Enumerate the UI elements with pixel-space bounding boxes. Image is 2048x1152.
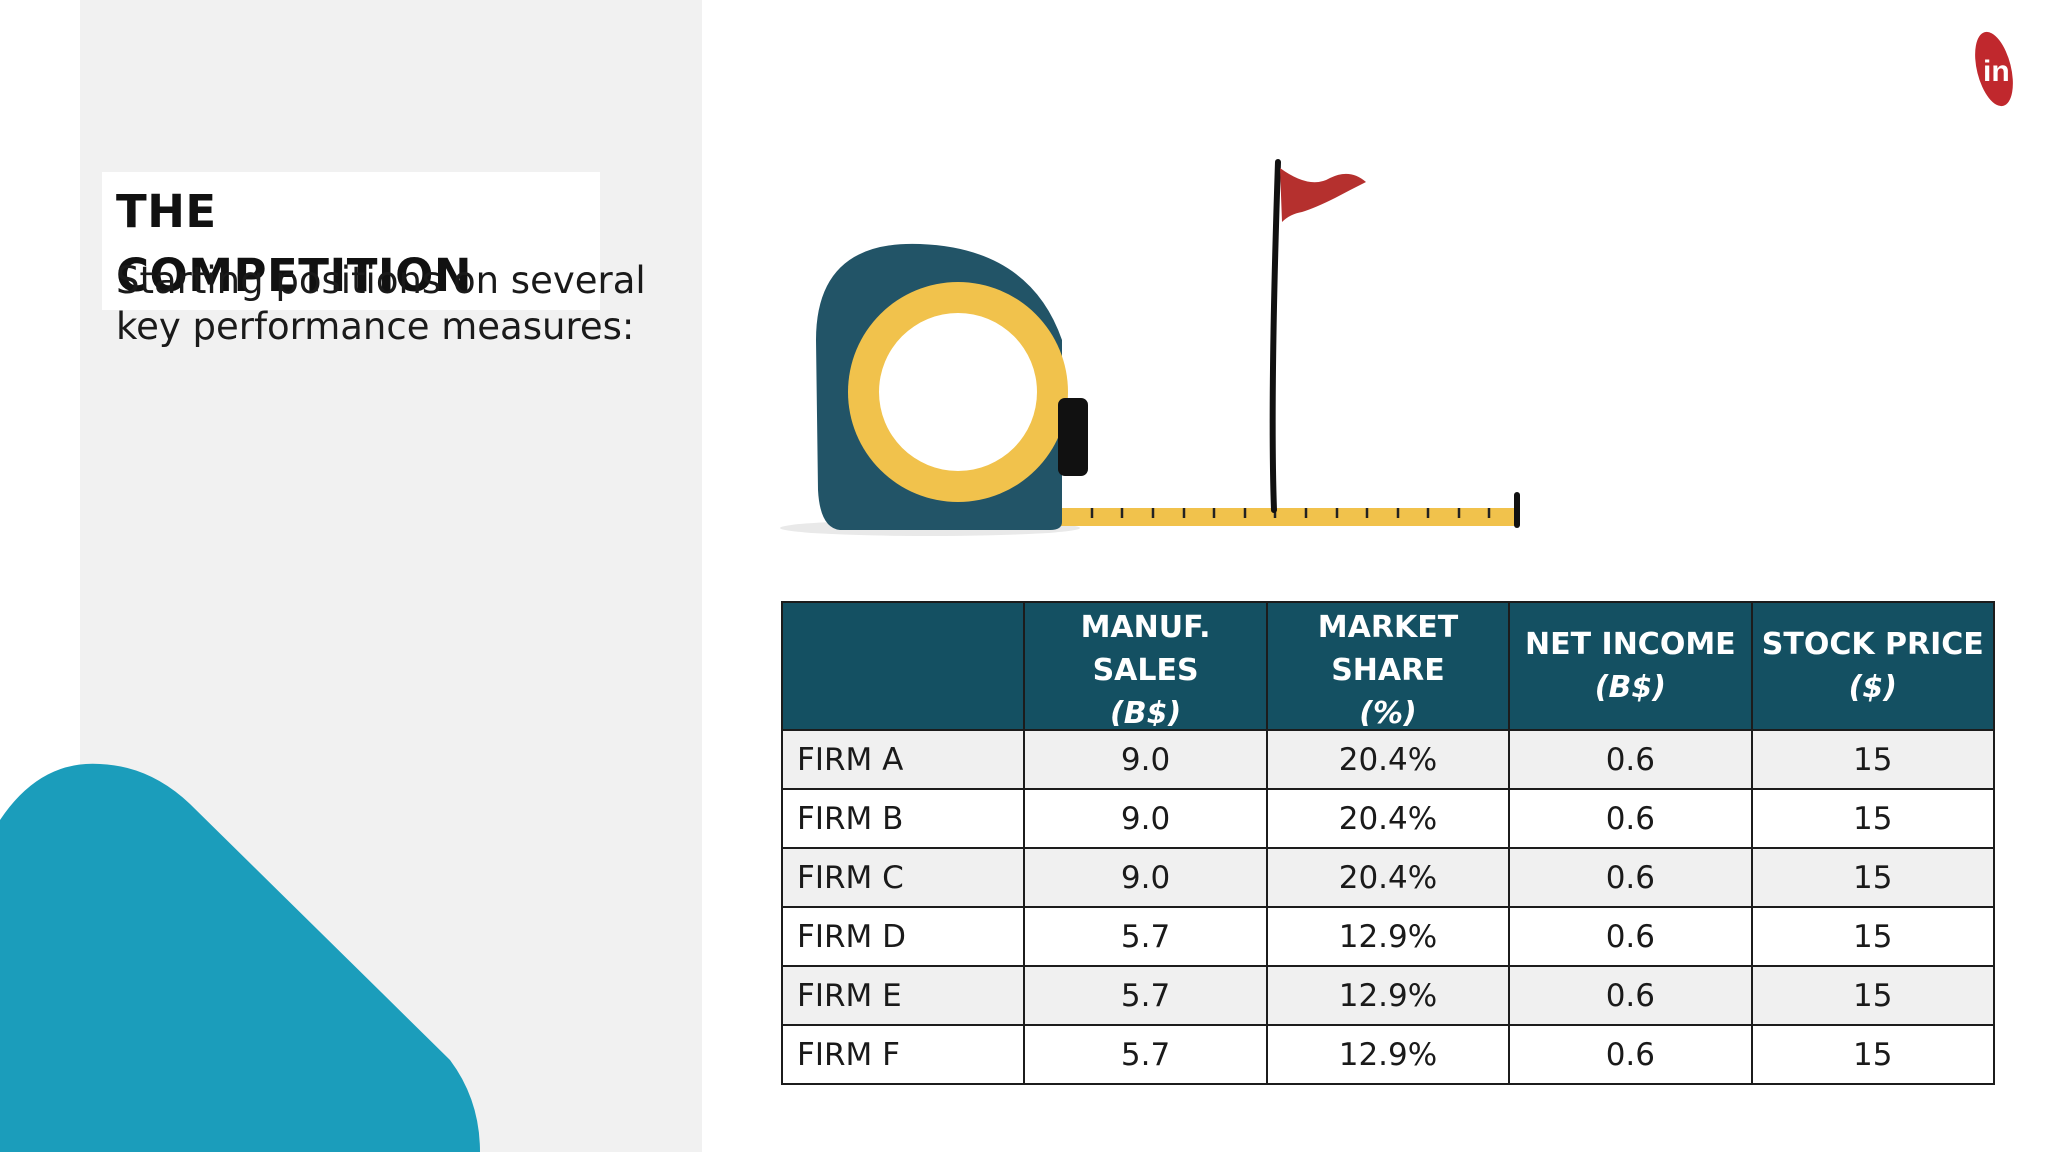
table-row: FIRM E 5.7 12.9% 0.6 15 <box>780 965 1996 1026</box>
firm-name: FIRM A <box>780 729 1026 790</box>
market-share-value: 20.4% <box>1265 847 1511 908</box>
flag-pole <box>1269 159 1281 513</box>
header-manuf-sales: MANUF. SALES (B$) <box>1023 601 1268 731</box>
slide-subtitle: Starting positions on several key perfor… <box>116 259 646 348</box>
stock-price-value: 15 <box>1750 729 1996 790</box>
firm-name: FIRM B <box>780 788 1026 849</box>
tape-measure-illustration <box>770 150 1760 550</box>
decorative-teal-shape <box>0 760 480 1152</box>
market-share-value: 20.4% <box>1265 729 1511 790</box>
stock-price-value: 15 <box>1750 906 1996 967</box>
table-row: FIRM A 9.0 20.4% 0.6 15 <box>780 729 1996 790</box>
flag <box>1280 168 1366 222</box>
tape-ticks <box>1090 508 1491 518</box>
table-row: FIRM F 5.7 12.9% 0.6 15 <box>780 1024 1996 1085</box>
table-header-row: MANUF. SALES (B$) MARKET SHARE (%) NET INC… <box>780 601 1996 731</box>
net-income-value: 0.6 <box>1508 788 1753 849</box>
manuf-sales-value: 9.0 <box>1023 729 1268 790</box>
tape-end-hook <box>1514 492 1520 528</box>
table-row: FIRM D 5.7 12.9% 0.6 15 <box>780 906 1996 967</box>
net-income-value: 0.6 <box>1508 965 1753 1026</box>
slide-title: THE COMPETITION <box>116 185 473 302</box>
brand-logo-text: in <box>1983 55 2010 88</box>
stock-price-value: 15 <box>1750 965 1996 1026</box>
table-row: FIRM B 9.0 20.4% 0.6 15 <box>780 788 1996 849</box>
net-income-value: 0.6 <box>1508 729 1753 790</box>
header-stock-price: STOCK PRICE ($) <box>1750 601 1996 731</box>
brand-logo: in <box>1970 30 2018 108</box>
market-share-value: 12.9% <box>1265 965 1511 1026</box>
manuf-sales-value: 5.7 <box>1023 906 1268 967</box>
header-net-income: NET INCOME (B$) <box>1508 601 1753 731</box>
stock-price-value: 15 <box>1750 847 1996 908</box>
title-box <box>102 172 600 310</box>
market-share-value: 12.9% <box>1265 906 1511 967</box>
net-income-value: 0.6 <box>1508 1024 1753 1085</box>
competition-table: MANUF. SALES (B$) MARKET SHARE (%) NET INC… <box>780 601 1996 1085</box>
header-market-share: MARKET SHARE (%) <box>1265 601 1511 731</box>
firm-name: FIRM D <box>780 906 1026 967</box>
market-share-value: 20.4% <box>1265 788 1511 849</box>
net-income-value: 0.6 <box>1508 906 1753 967</box>
manuf-sales-value: 5.7 <box>1023 1024 1268 1085</box>
firm-name: FIRM C <box>780 847 1026 908</box>
tape-strip <box>1060 508 1516 526</box>
manuf-sales-value: 9.0 <box>1023 788 1268 849</box>
manuf-sales-value: 9.0 <box>1023 847 1268 908</box>
stock-price-value: 15 <box>1750 788 1996 849</box>
net-income-value: 0.6 <box>1508 847 1753 908</box>
tape-reel-center <box>879 313 1037 471</box>
manuf-sales-value: 5.7 <box>1023 965 1268 1026</box>
market-share-value: 12.9% <box>1265 1024 1511 1085</box>
table-row: FIRM C 9.0 20.4% 0.6 15 <box>780 847 1996 908</box>
firm-name: FIRM E <box>780 965 1026 1026</box>
firm-name: FIRM F <box>780 1024 1026 1085</box>
tape-lock-button <box>1058 398 1088 476</box>
header-firm <box>780 601 1026 731</box>
stock-price-value: 15 <box>1750 1024 1996 1085</box>
